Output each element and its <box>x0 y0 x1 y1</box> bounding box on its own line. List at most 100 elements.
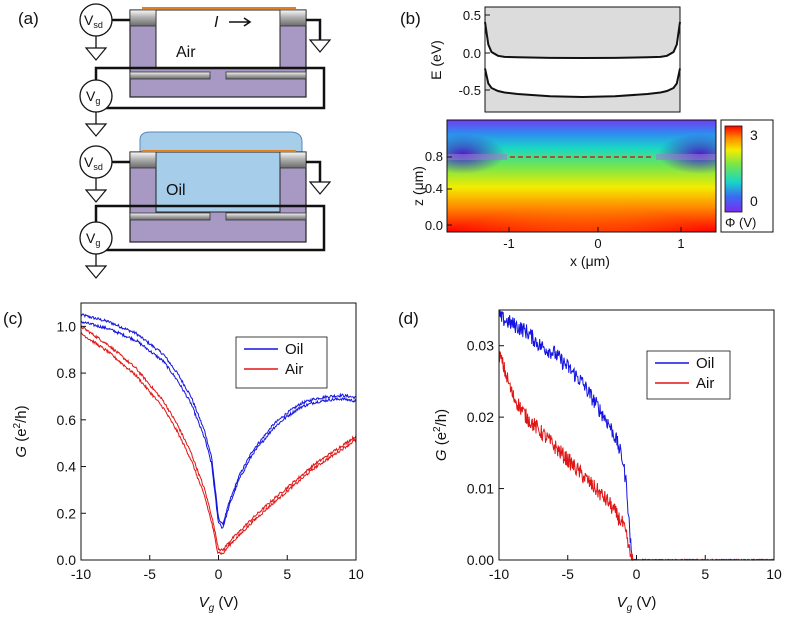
heat-xtick-label: 0 <box>594 236 601 251</box>
colorbar-min-label: 0 <box>750 193 758 209</box>
gate-label-text-oil: V <box>86 230 96 246</box>
gate-right-oil <box>225 212 307 221</box>
source-label-text: V <box>84 12 94 28</box>
colorbar-max-label: 3 <box>750 127 758 143</box>
energy-frame <box>484 6 681 113</box>
heat-xtick-label: 1 <box>677 236 684 251</box>
ytick-label: 0.02 <box>467 409 494 425</box>
plot-c-axes: -10 -5 0 5 10 0.0 0.2 0.4 0.6 0.8 1.0 Vg (V) G (e2/h… <box>12 318 364 614</box>
xtick-label: 10 <box>766 566 782 582</box>
band-line <box>484 68 681 99</box>
source-sub-text: sd <box>93 20 103 30</box>
ylabel: G (e2/h) <box>12 405 30 457</box>
ylabel-var: G <box>13 446 30 458</box>
legend-label-oil: Oil <box>696 355 714 372</box>
plot-d-axes: -10 -5 0 5 10 0.00 0.01 0.02 0.03 Vg (V) G (e2/h) O… <box>432 338 782 614</box>
heat-xtick-label: -1 <box>503 236 515 251</box>
xtick-label: -5 <box>562 566 575 582</box>
legend-box <box>235 336 328 389</box>
source-sub-text-oil: sd <box>93 162 103 172</box>
xtick-label: 0 <box>215 566 223 582</box>
wire-drain-oil <box>306 160 322 182</box>
gate-right <box>225 71 307 80</box>
heat-xticks: -1 0 1 <box>503 227 685 251</box>
right-contact <box>279 9 307 27</box>
ground-gate-oil <box>84 265 108 279</box>
oil-cavity <box>155 151 281 213</box>
xlabel-unit: (V) <box>632 594 656 611</box>
source-label-text-oil: V <box>84 154 94 170</box>
gate-meter-label-oil: Vg <box>86 230 100 248</box>
xtick-label: -10 <box>71 566 91 582</box>
ylabel-unit-end: /h) <box>13 405 30 423</box>
series-line-air <box>80 325 357 556</box>
legend-label-air: Air <box>285 361 303 378</box>
plot-d: -10 -5 0 5 10 0.00 0.01 0.02 0.03 Vg (V) G (e2/h) O… <box>432 309 782 614</box>
series-line-oil <box>80 312 357 529</box>
legend-label-oil: Oil <box>285 341 303 358</box>
energy-ytick-label: -0.5 <box>459 83 481 98</box>
source-meter-label-oil: Vsd <box>84 154 103 172</box>
ground-drain-air <box>308 39 332 53</box>
xtick-label: -10 <box>489 566 509 582</box>
energy-ytick-label: 0.5 <box>463 8 481 23</box>
gate-left-oil <box>129 212 211 221</box>
ylabel: G (e2/h) <box>432 409 450 461</box>
valence-band-fill <box>485 68 680 112</box>
energy-ylabel: E (eV) <box>428 40 444 80</box>
xlabel-sub: g <box>627 603 633 614</box>
ylabel-sup: 2 <box>12 422 23 428</box>
energy-plot: 0.5 0.0 -0.5 E (eV) <box>428 6 681 113</box>
ytick-label: 0.0 <box>57 552 77 568</box>
right-contact-oil <box>279 151 307 169</box>
ytick-label: 0.03 <box>467 338 494 354</box>
heatmap-hot-region <box>447 160 716 232</box>
colorbar-frame <box>720 119 774 233</box>
colorbar-title: Φ (V) <box>725 215 756 230</box>
gate-sub-text-oil: g <box>95 238 100 248</box>
panel-a-label: (a) <box>18 9 39 28</box>
colorbar <box>724 125 743 213</box>
legend-label-air: Air <box>696 375 714 392</box>
panel-d-label: (d) <box>398 309 419 328</box>
ylabel-unit: (e <box>433 432 450 450</box>
ground-drain-oil <box>308 181 332 195</box>
heat-yticks: 0.8 0.4 0.0 <box>425 149 452 233</box>
xtick-label: -5 <box>144 566 157 582</box>
left-contact-oil <box>129 151 157 169</box>
ground-source-oil <box>84 189 108 203</box>
left-contact <box>129 9 157 27</box>
plot-c-marks <box>80 312 357 556</box>
heat-ytick-label: 0.0 <box>425 218 443 233</box>
device-oil: Oil Vsd Vg <box>79 131 332 279</box>
heat-xlabel: x (μm) <box>570 253 610 269</box>
xtick-label: 10 <box>348 566 364 582</box>
xtick-label: 5 <box>283 566 291 582</box>
series-line-air <box>498 346 775 561</box>
ytick-label: 0.4 <box>57 459 77 475</box>
energy-yticks: 0.5 0.0 -0.5 <box>459 8 490 98</box>
medium-label-oil: Oil <box>166 182 186 199</box>
ylabel-unit: (e <box>13 428 30 446</box>
ytick-label: 0.01 <box>467 481 494 497</box>
gate-meter-label: Vg <box>86 88 100 106</box>
heatmap-image <box>447 120 716 232</box>
panel-b-label: (b) <box>400 9 421 28</box>
air-cavity <box>155 9 281 69</box>
plot-d-marks <box>498 310 775 562</box>
current-label: I <box>214 14 219 31</box>
gate-label-text: V <box>86 88 96 104</box>
plot-c: -10 -5 0 5 10 0.0 0.2 0.4 0.6 0.8 1.0 Vg (V) G (e2/h… <box>12 302 364 614</box>
gate-sub-text: g <box>95 96 100 106</box>
wire-drain-air <box>306 18 322 40</box>
conduction-band-fill <box>485 7 680 58</box>
xlabel-unit: (V) <box>214 594 238 611</box>
xlabel: Vg (V) <box>617 594 657 614</box>
panel-c-label: (c) <box>3 309 23 328</box>
energy-marks <box>484 7 681 112</box>
energy-ytick-label: 0.0 <box>463 46 481 61</box>
heat-ytick-label: 0.8 <box>425 149 443 164</box>
ytick-label: 1.0 <box>57 318 77 334</box>
xlabel: Vg (V) <box>199 594 239 614</box>
contact-right-shadow <box>656 154 716 160</box>
